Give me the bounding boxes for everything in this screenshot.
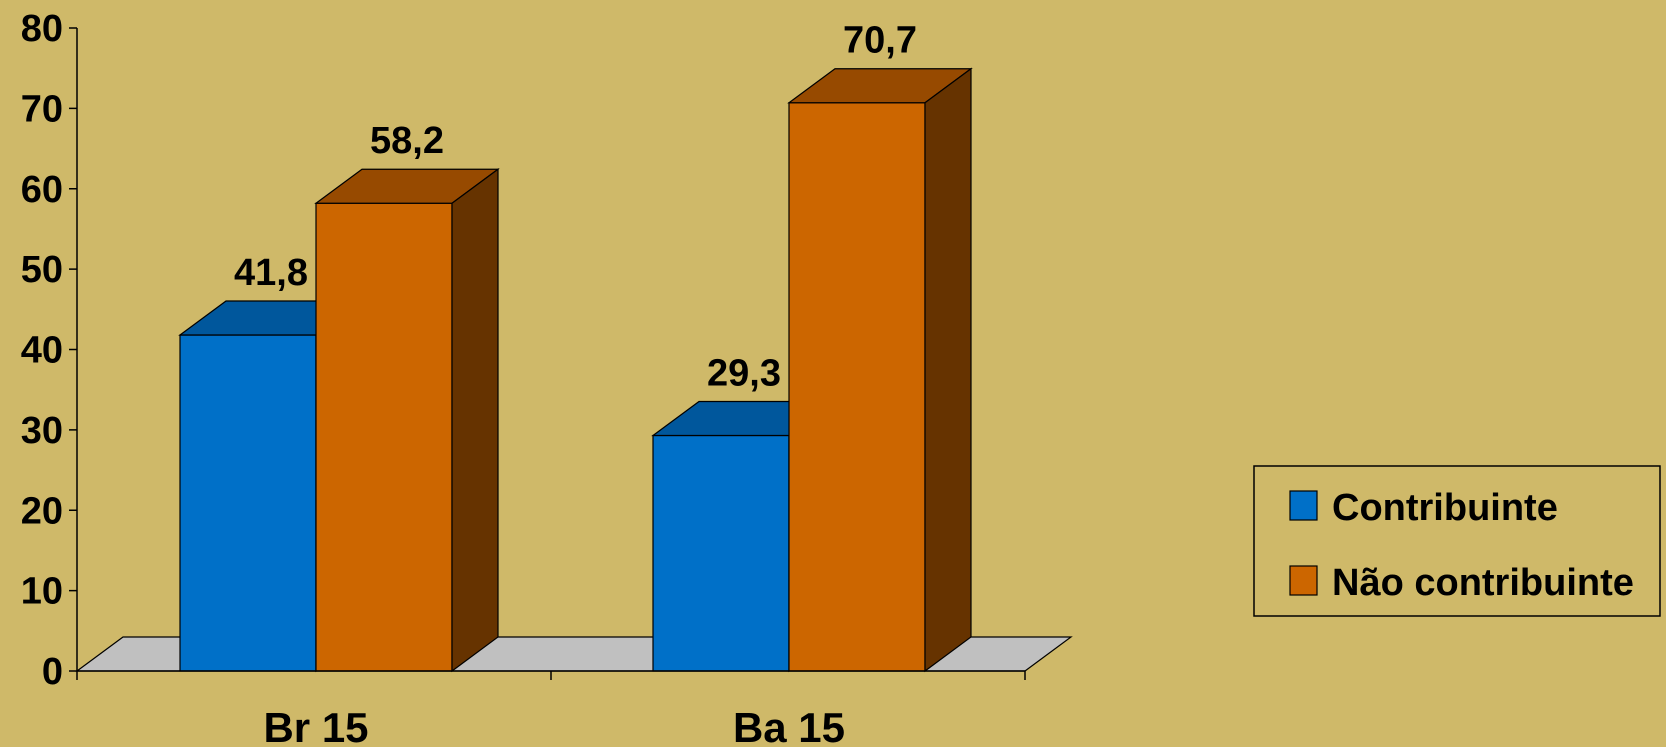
legend-label-nao-contribuinte: Não contribuinte [1332,562,1634,604]
x-axis: Br 15 Ba 15 [76,670,1026,747]
legend-swatch-nao-contribuinte [1289,565,1318,596]
y-tick-label: 50 [21,249,63,291]
y-tick-label: 40 [21,330,63,372]
data-label: 41,8 [234,252,308,294]
y-tick-label: 30 [21,410,63,452]
data-label: 29,3 [707,353,781,395]
y-tick-label: 60 [21,169,63,211]
bar [314,168,500,673]
y-axis: 0 10 20 30 40 50 60 70 80 [21,8,78,693]
bar [787,67,973,673]
y-tick-label: 80 [21,8,63,50]
bar-front [315,202,453,672]
y-tick-label: 70 [21,88,63,130]
bar-side [924,67,972,673]
bar-front [652,434,790,672]
data-label: 70,7 [843,20,917,62]
y-tick-label: 10 [21,571,63,613]
bar-front [179,334,317,672]
value-labels: 41,8 58,2 29,3 70,7 [234,20,917,395]
legend-box [1253,465,1661,617]
x-category-label: Br 15 [263,704,368,747]
legend-swatch-contribuinte [1289,490,1318,521]
bar-side [451,168,499,673]
bars [178,67,973,673]
x-category-label: Ba 15 [733,704,845,747]
legend: Contribuinte Não contribuinte [1253,465,1661,617]
y-tick-label: 20 [21,490,63,532]
bar-front [788,102,926,672]
data-label: 58,2 [370,120,444,162]
y-tick-label: 0 [42,651,63,693]
legend-label-contribuinte: Contribuinte [1332,487,1558,529]
